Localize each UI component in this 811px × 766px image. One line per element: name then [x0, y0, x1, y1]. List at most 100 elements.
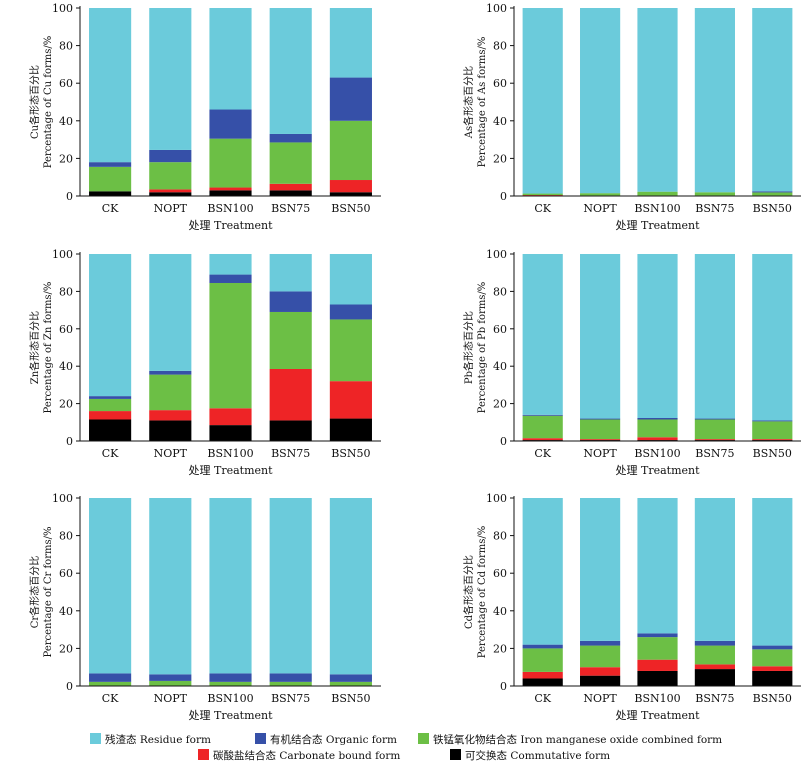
- zn-bar-ironmn-0: [89, 398, 132, 412]
- as-bar-ironmn-4: [752, 192, 793, 196]
- cr-bar-ironmn-2: [209, 681, 252, 686]
- cr-bar-ironmn-0: [89, 681, 132, 686]
- cr-category-label: BSN50: [331, 692, 370, 705]
- cr-bar-organic-3: [269, 673, 312, 682]
- cd-y-axis-title-en: Percentage of Cd forms/%: [477, 526, 488, 659]
- cd-bar-organic-4: [752, 645, 793, 650]
- zn-y-tick-label: 40: [59, 360, 73, 373]
- pb-bar-ironmn-4: [752, 421, 793, 440]
- as-bar-ironmn-0: [522, 193, 563, 196]
- cu-bar-ironmn-2: [209, 138, 252, 188]
- pb-bar-residue-2: [637, 254, 678, 418]
- cd-category-label: NOPT: [583, 692, 617, 705]
- cd-bar-ironmn-0: [522, 648, 563, 672]
- as-bar-residue-0: [522, 8, 563, 194]
- cd-bar-carbonate-1: [580, 667, 621, 676]
- cu-bar-commutative-3: [269, 190, 312, 196]
- cd-bar-organic-2: [637, 633, 678, 638]
- zn-category-label: BSN100: [207, 447, 253, 460]
- cr-category-label: BSN100: [207, 692, 253, 705]
- zn-x-axis-title: 处理 Treatment: [188, 464, 273, 477]
- pb-bar-residue-1: [580, 254, 621, 419]
- cr-bar-organic-1: [149, 674, 192, 681]
- cu-bar-organic-1: [149, 149, 192, 163]
- cu-bar-residue-3: [269, 8, 312, 134]
- cu-bar-organic-3: [269, 133, 312, 143]
- cu-bar-commutative-2: [209, 190, 252, 196]
- pb-bar-organic-4: [752, 420, 793, 422]
- cu-bar-commutative-4: [329, 192, 372, 196]
- as-y-tick-label: 40: [493, 115, 507, 128]
- pb-bar-carbonate-4: [752, 439, 793, 441]
- as-y-tick-label: 60: [493, 77, 507, 90]
- as-bar-organic-4: [752, 191, 793, 193]
- pb-y-axis-title-cn: Pb各形态百分比: [462, 311, 475, 384]
- as-category-label: BSN75: [695, 202, 734, 215]
- pb-bar-carbonate-1: [580, 439, 621, 441]
- zn-y-tick-label: 20: [59, 398, 73, 411]
- pb-category-label: NOPT: [583, 447, 617, 460]
- cu-x-axis-title: 处理 Treatment: [188, 219, 273, 232]
- legend-swatch-carbonate: [198, 749, 209, 760]
- cd-bar-organic-1: [580, 640, 621, 646]
- cd-bar-commutative-4: [752, 670, 793, 686]
- cr-bar-ironmn-1: [149, 680, 192, 686]
- as-bar-residue-2: [637, 8, 678, 192]
- cd-y-tick-label: 60: [493, 567, 507, 580]
- zn-bar-commutative-0: [89, 419, 132, 441]
- pb-y-tick-label: 40: [493, 360, 507, 373]
- zn-y-tick-label: 60: [59, 323, 73, 336]
- cd-y-axis-title-cn: Cd各形态百分比: [462, 555, 475, 629]
- cd-y-tick-label: 20: [493, 642, 507, 655]
- cu-bar-residue-0: [89, 8, 132, 163]
- as-y-tick-label: 100: [486, 2, 507, 15]
- zn-y-axis-title-cn: Zn各形态百分比: [28, 311, 41, 384]
- cu-bar-ironmn-1: [149, 162, 192, 190]
- as-y-tick-label: 0: [500, 190, 507, 203]
- zn-y-tick-label: 0: [66, 435, 73, 448]
- cu-category-label: BSN75: [271, 202, 310, 215]
- zn-bar-commutative-2: [209, 425, 252, 441]
- pb-category-label: BSN50: [753, 447, 792, 460]
- pb-bar-carbonate-0: [522, 438, 563, 441]
- cr-y-tick-label: 80: [59, 530, 73, 543]
- cu-bar-organic-4: [329, 77, 372, 121]
- cd-bar-residue-4: [752, 498, 793, 646]
- pb-category-label: CK: [534, 447, 551, 460]
- as-bar-ironmn-2: [637, 191, 678, 196]
- zn-bar-residue-1: [149, 254, 192, 371]
- cd-x-axis-title: 处理 Treatment: [615, 709, 700, 722]
- cd-bar-commutative-3: [694, 669, 735, 686]
- pb-y-tick-label: 0: [500, 435, 507, 448]
- pb-category-label: BSN100: [634, 447, 680, 460]
- pb-y-tick-label: 20: [493, 398, 507, 411]
- cd-bar-commutative-1: [580, 675, 621, 686]
- cu-category-label: BSN50: [331, 202, 370, 215]
- pb-bar-organic-2: [637, 418, 678, 420]
- cr-bar-ironmn-3: [269, 681, 312, 686]
- cu-bar-ironmn-4: [329, 120, 372, 181]
- as-category-label: BSN100: [634, 202, 680, 215]
- zn-y-axis-title-en: Percentage of Zn forms/%: [43, 282, 54, 414]
- cu-y-tick-label: 40: [59, 115, 73, 128]
- cu-y-tick-label: 100: [52, 2, 73, 15]
- zn-y-tick-label: 100: [52, 248, 73, 261]
- as-category-label: NOPT: [583, 202, 617, 215]
- legend-swatch-ironmn: [418, 733, 429, 744]
- cr-bar-organic-0: [89, 673, 132, 682]
- cr-bar-residue-0: [89, 498, 132, 674]
- pb-y-tick-label: 80: [493, 285, 507, 298]
- zn-bar-residue-4: [329, 254, 372, 305]
- as-bar-ironmn-1: [580, 193, 621, 196]
- pb-category-label: BSN75: [695, 447, 734, 460]
- pb-bar-ironmn-2: [637, 419, 678, 438]
- pb-bar-organic-3: [694, 418, 735, 420]
- cd-bar-residue-1: [580, 498, 621, 641]
- zn-category-label: BSN75: [271, 447, 310, 460]
- cd-bar-residue-0: [522, 498, 563, 645]
- zn-bar-carbonate-3: [269, 369, 312, 421]
- legend-label-ironmn: 铁锰氧化物结合态 Iron manganese oxide combined f…: [433, 733, 722, 746]
- legend-label-residue: 残渣态 Residue form: [105, 733, 211, 746]
- zn-bar-ironmn-1: [149, 374, 192, 411]
